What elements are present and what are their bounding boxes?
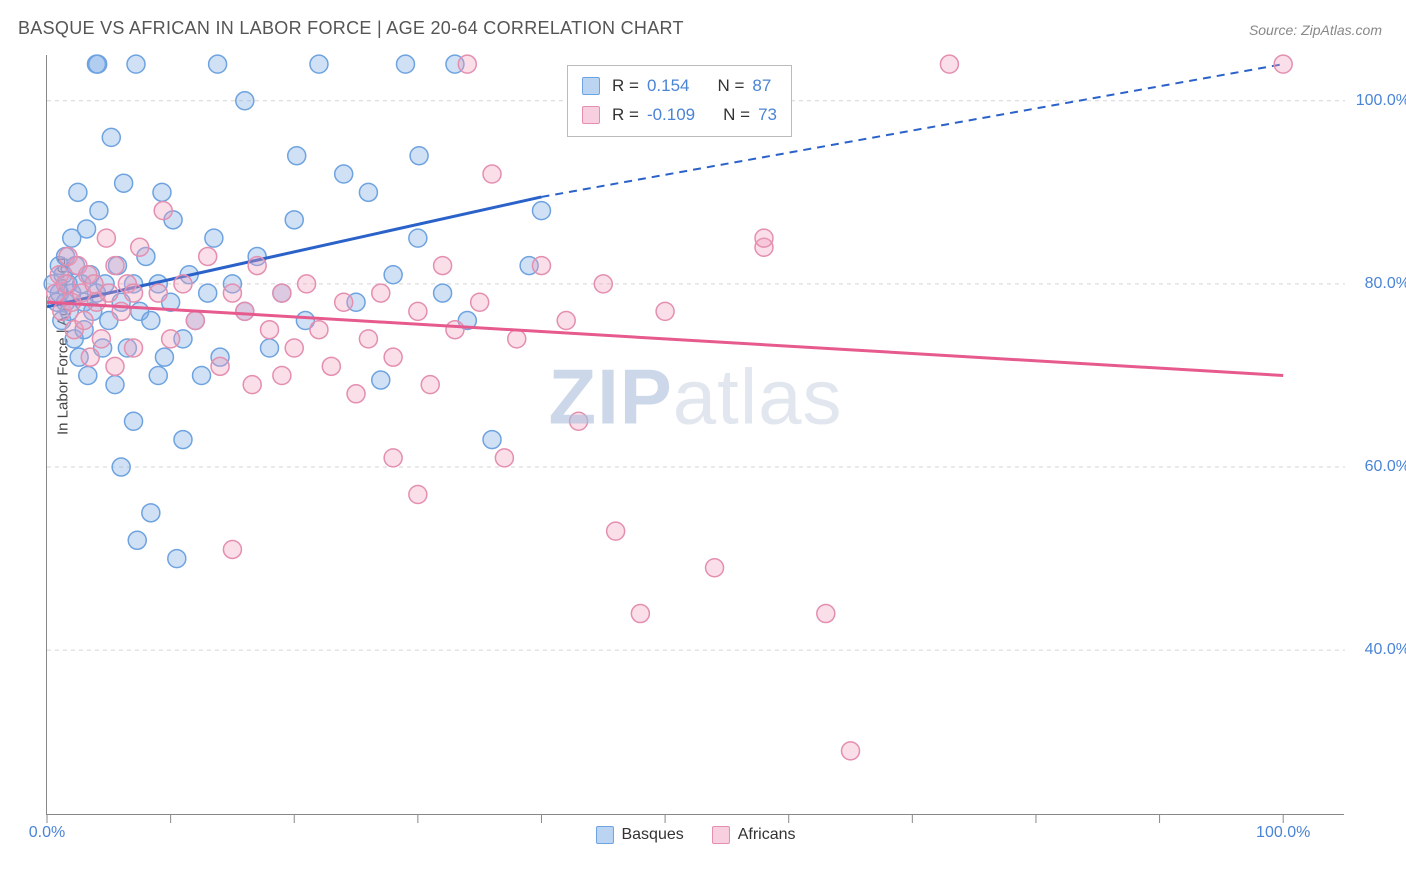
- stat-N-value: 87: [752, 72, 771, 101]
- stats-row-africans: R = -0.109 N = 73: [582, 101, 777, 130]
- y-tick-label: 100.0%: [1356, 92, 1406, 110]
- x-tick-label: 100.0%: [1256, 824, 1310, 842]
- square-icon: [595, 826, 613, 844]
- source-attribution: Source: ZipAtlas.com: [1249, 22, 1382, 38]
- square-icon: [712, 826, 730, 844]
- legend-label: Basques: [621, 826, 683, 844]
- plot-area: In Labor Force | Age 20-64 ZIPatlas R = …: [46, 55, 1344, 815]
- stats-row-basques: R = 0.154 N = 87: [582, 72, 777, 101]
- square-icon: [582, 106, 600, 124]
- legend-item-basques: Basques: [595, 826, 683, 844]
- stat-R-value: 0.154: [647, 72, 690, 101]
- y-tick-label: 40.0%: [1365, 641, 1406, 659]
- stat-R-value: -0.109: [647, 101, 695, 130]
- chart-title: BASQUE VS AFRICAN IN LABOR FORCE | AGE 2…: [18, 18, 684, 39]
- stat-N-label: N =: [717, 72, 744, 101]
- scatter-chart: [47, 55, 1344, 814]
- stat-N-value: 73: [758, 101, 777, 130]
- y-tick-label: 60.0%: [1365, 458, 1406, 476]
- stat-N-label: N =: [723, 101, 750, 130]
- stats-legend-box: R = 0.154 N = 87 R = -0.109 N = 73: [567, 65, 792, 137]
- legend-item-africans: Africans: [712, 826, 796, 844]
- legend: Basques Africans: [595, 826, 795, 844]
- stat-R-label: R =: [612, 101, 639, 130]
- stat-R-label: R =: [612, 72, 639, 101]
- x-tick-label: 0.0%: [29, 824, 65, 842]
- y-tick-label: 80.0%: [1365, 275, 1406, 293]
- legend-label: Africans: [738, 826, 796, 844]
- square-icon: [582, 77, 600, 95]
